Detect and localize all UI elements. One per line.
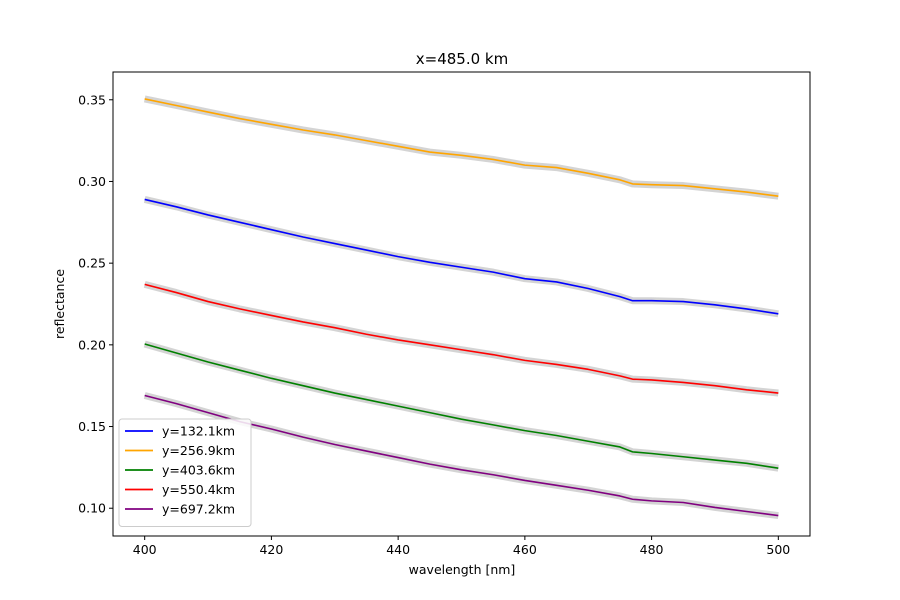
x-tick-label: 440 [386,542,410,557]
series-line-5 [144,394,779,517]
x-tick-label: 500 [766,542,790,557]
y-tick-label: 0.15 [78,419,106,434]
y-tick-label: 0.25 [78,256,106,271]
legend-label: y=403.6km [162,463,235,478]
series-line-2 [144,98,779,197]
legend-label: y=132.1km [162,424,235,439]
y-axis-ticks: 0.10 0.15 0.20 0.25 0.30 0.35 [78,92,113,516]
y-tick-label: 0.30 [78,174,106,189]
series-band-1 [143,196,779,318]
series-band-2 [143,95,779,200]
legend-label: y=256.9km [162,443,235,458]
x-tick-label: 420 [259,542,283,557]
series-line-4 [144,283,779,394]
series-line-1 [144,198,779,315]
y-tick-label: 0.10 [78,501,106,516]
chart-title: x=485.0 km [416,50,508,68]
legend-label: y=697.2km [162,502,235,517]
x-tick-label: 400 [133,542,157,557]
legend-label: y=550.4km [162,482,235,497]
y-axis-label: reflectance [52,269,67,339]
legend: y=132.1km y=256.9km y=403.6km y=550.4km y=69… [118,418,252,527]
x-axis-label: wavelength [nm] [409,562,516,577]
x-tick-label: 480 [640,542,664,557]
series-line-3 [144,343,779,469]
x-axis-ticks: 400 420 440 460 480 500 [133,536,790,557]
y-tick-label: 0.20 [78,337,106,352]
plot-frame [112,71,811,537]
legend-box [118,418,252,527]
y-tick-label: 0.35 [78,92,106,107]
series-lines [144,98,779,517]
x-tick-label: 460 [513,542,537,557]
